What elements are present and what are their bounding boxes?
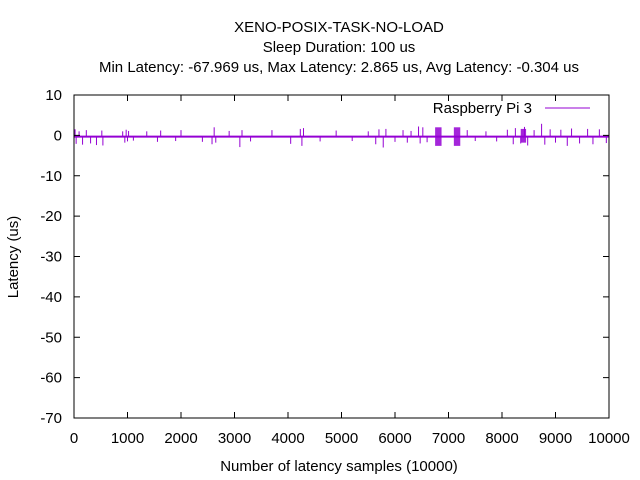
dense-spike-band [435, 127, 442, 146]
plot-area-border [73, 94, 610, 419]
x-tick-label: 8000 [485, 430, 518, 447]
y-tick-label: -50 [40, 329, 62, 346]
x-tick-label: 5000 [325, 430, 358, 447]
x-tick-label: 6000 [378, 430, 411, 447]
y-tick-label: -40 [40, 289, 62, 306]
axis-ticks: 0 1000 2000 3000 4000 5000 6000 7000 8000 9000 100… [40, 87, 630, 447]
chart-subtitle-duration: Sleep Duration: 100 us [263, 39, 416, 56]
y-tick-label: -70 [40, 410, 62, 427]
x-tick-label: 7000 [432, 430, 465, 447]
dense-spike-band [453, 127, 461, 146]
data-series-layer [74, 123, 609, 148]
chart-title: XENO-POSIX-TASK-NO-LOAD [234, 19, 444, 36]
x-tick-label: 1000 [111, 430, 144, 447]
x-tick-label: 9000 [539, 430, 572, 447]
chart-subtitle-stats: Min Latency: -67.969 us, Max Latency: 2.… [99, 59, 579, 76]
legend: Raspberry Pi 3 [433, 100, 590, 117]
x-axis-label: Number of latency samples (10000) [220, 458, 458, 475]
x-tick-label: 3000 [218, 430, 251, 447]
y-tick-label: -30 [40, 249, 62, 266]
y-axis-label: Latency (us) [5, 216, 22, 299]
legend-label: Raspberry Pi 3 [433, 100, 532, 117]
dense-spike-band [520, 128, 527, 143]
x-tick-label: 0 [70, 430, 78, 447]
x-tick-label: 10000 [588, 430, 630, 447]
x-tick-label: 4000 [271, 430, 304, 447]
y-tick-label: 0 [54, 127, 62, 144]
y-tick-label: -20 [40, 208, 62, 225]
x-tick-label: 2000 [164, 430, 197, 447]
y-tick-label: 10 [45, 87, 62, 104]
y-tick-label: -60 [40, 370, 62, 387]
y-tick-label: -10 [40, 168, 62, 185]
